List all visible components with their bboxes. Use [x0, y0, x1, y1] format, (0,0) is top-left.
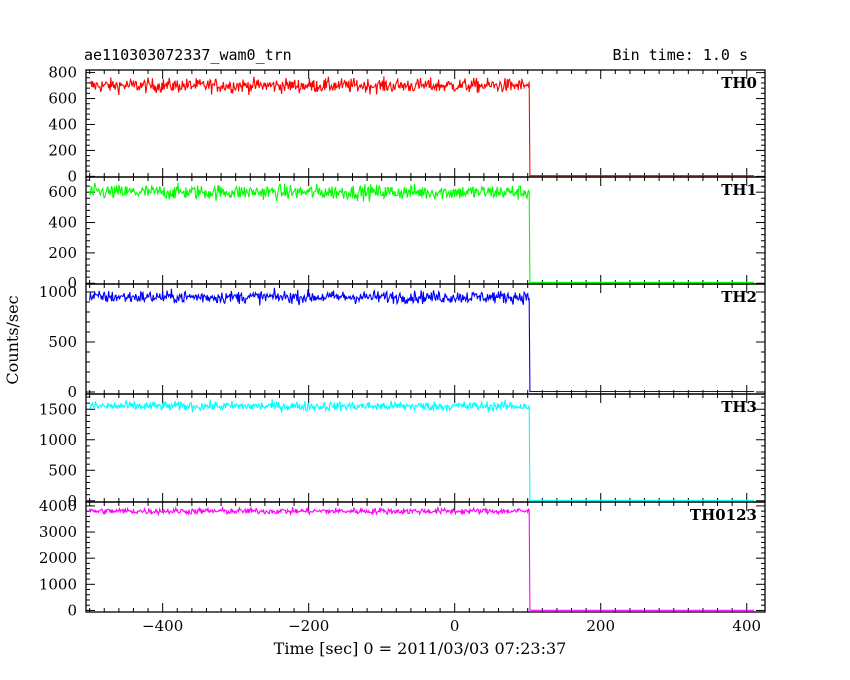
y-tick-label: 1000	[39, 575, 77, 593]
y-tick-label: 0	[67, 492, 77, 510]
y-tick-label: 400	[48, 214, 77, 232]
y-tick-label: 200	[48, 141, 77, 159]
x-tick-label: 400	[732, 617, 761, 635]
series-line-th0	[89, 76, 755, 177]
y-tick-label: 600	[48, 90, 77, 108]
panel-label-th0123: TH0123	[690, 506, 757, 524]
y-tick-label: 0	[67, 274, 77, 292]
y-tick-label: 600	[48, 183, 77, 201]
y-tick-label: 800	[48, 64, 77, 82]
y-tick-label: 400	[48, 115, 77, 133]
panel-label-th3: TH3	[721, 398, 757, 416]
series-line-th2	[89, 287, 755, 393]
y-tick-label: 2000	[39, 549, 77, 567]
y-tick-label: 1000	[39, 431, 77, 449]
panel-label-th2: TH2	[721, 288, 757, 306]
series-line-th3	[89, 399, 755, 502]
y-tick-label: 3000	[39, 523, 77, 541]
x-tick-label: −400	[142, 617, 183, 635]
panel-frame-th0123	[85, 501, 766, 613]
chart-title: ae110303072337_wam0_trn	[84, 46, 292, 64]
y-tick-label: 0	[67, 167, 77, 185]
y-tick-label: 500	[48, 333, 77, 351]
panel-frame-th3	[85, 393, 766, 503]
y-tick-label: 1500	[39, 400, 77, 418]
panel-label-th1: TH1	[721, 181, 757, 199]
series-line-th1	[89, 182, 755, 284]
y-tick-label: 4000	[39, 497, 77, 515]
series-line-th0123	[89, 505, 755, 611]
x-tick-label: 0	[450, 617, 460, 635]
y-tick-label: 1000	[39, 283, 77, 301]
x-tick-label: −200	[288, 617, 329, 635]
bin-time-label: Bin time: 1.0 s	[613, 46, 748, 64]
y-tick-label: 0	[67, 601, 77, 619]
panels-group: 0 200 400 600 800 TH0 0 200 400 600 TH1 0 500 1000 TH2…	[39, 64, 766, 635]
y-tick-label: 200	[48, 244, 77, 262]
x-axis-label: Time [sec] 0 = 2011/03/03 07:23:37	[274, 639, 567, 658]
x-tick-label: 200	[586, 617, 615, 635]
y-axis-label: Counts/sec	[3, 295, 22, 384]
y-tick-label: 500	[48, 461, 77, 479]
panel-label-th0: TH0	[721, 74, 757, 92]
y-tick-label: 0	[67, 383, 77, 401]
